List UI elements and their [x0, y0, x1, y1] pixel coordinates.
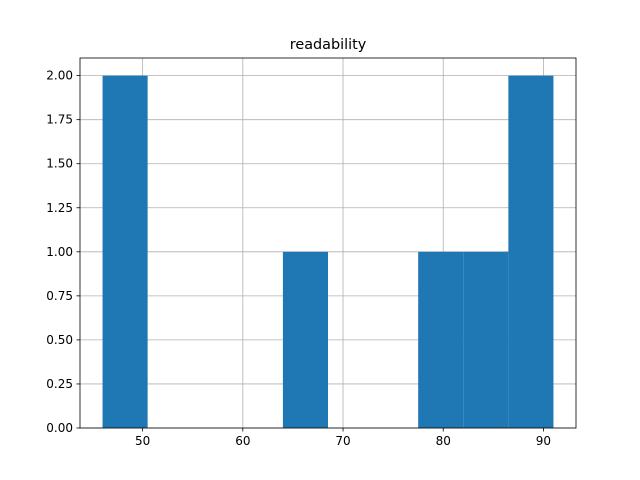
x-tick-label: 90 [536, 434, 551, 448]
y-tick-label: 1.75 [46, 113, 73, 127]
y-tick-label: 1.00 [46, 245, 73, 259]
bar [418, 251, 464, 428]
bar [282, 251, 328, 428]
y-tick-label: 0.00 [46, 421, 73, 435]
y-tick-label: 1.25 [46, 201, 73, 215]
y-tick-label: 1.50 [46, 157, 73, 171]
y-tick-label: 2.00 [46, 69, 73, 83]
bar [463, 251, 509, 428]
x-tick-label: 60 [235, 434, 250, 448]
chart-title: readability [290, 37, 367, 53]
x-tick-label: 50 [135, 434, 150, 448]
bar [102, 75, 148, 428]
plot-frame [79, 57, 577, 429]
y-tick-label: 0.50 [46, 333, 73, 347]
x-tick-label: 70 [335, 434, 350, 448]
y-tick-label: 0.75 [46, 289, 73, 303]
x-tick-label: 80 [436, 434, 451, 448]
bar [508, 75, 554, 428]
y-tick-label: 0.25 [46, 377, 73, 391]
